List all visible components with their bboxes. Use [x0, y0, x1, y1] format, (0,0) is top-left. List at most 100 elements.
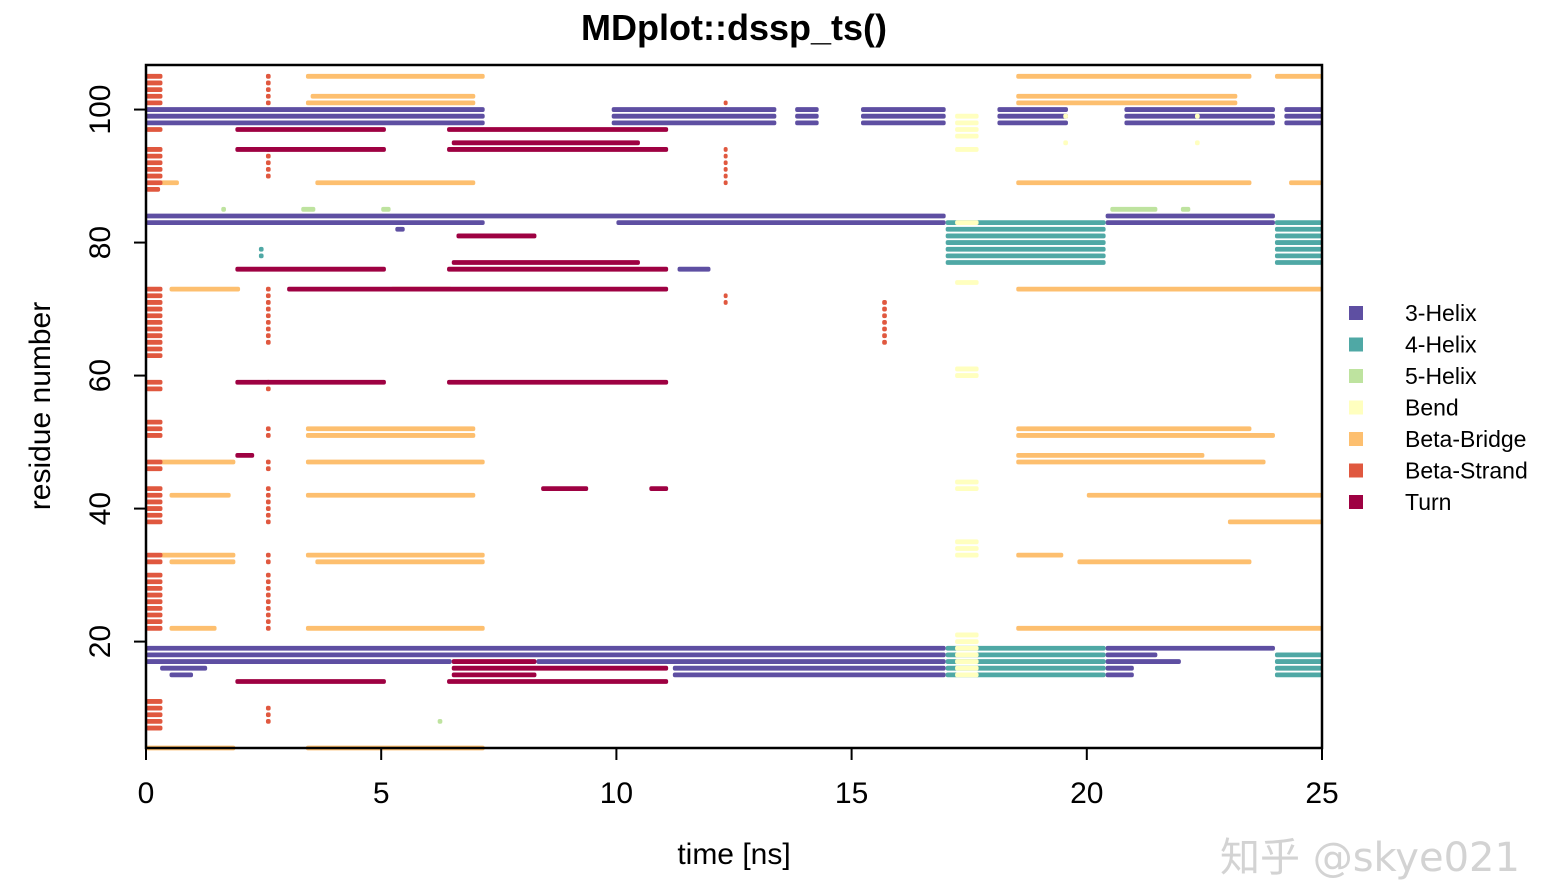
- segment-3-helix: [861, 107, 946, 112]
- segment-beta-strand: [265, 579, 271, 585]
- segment-5-helix: [381, 206, 391, 212]
- segment-beta-strand: [146, 313, 163, 319]
- segment-beta-strand: [265, 552, 271, 558]
- segment-beta-strand: [265, 160, 271, 166]
- segment-beta-strand: [146, 552, 163, 558]
- segment-beta-strand: [146, 705, 163, 711]
- legend-label: Turn: [1405, 489, 1451, 515]
- segment-beta-bridge: [160, 459, 236, 465]
- segment-4-helix: [945, 253, 1106, 259]
- segment-3-helix: [1105, 659, 1181, 664]
- segment-bend: [1194, 113, 1200, 119]
- y-tick-label: 20: [84, 625, 117, 658]
- segment-bend: [955, 546, 979, 551]
- segment-3-helix: [611, 107, 777, 112]
- segment-beta-strand: [146, 619, 163, 625]
- segment-beta-strand: [146, 379, 163, 385]
- segment-beta-strand: [146, 426, 163, 432]
- segment-bend: [955, 133, 979, 139]
- segment-beta-strand: [723, 180, 728, 186]
- segment-beta-bridge: [160, 180, 179, 186]
- y-axis: 20 40 60 80 100: [84, 85, 147, 658]
- segment-turn: [447, 147, 669, 152]
- segment-beta-bridge: [1077, 559, 1252, 565]
- segment-beta-strand: [265, 466, 271, 472]
- watermark: 知乎 @skye021: [1220, 835, 1520, 881]
- segment-beta-strand: [265, 718, 271, 724]
- segment-beta-bridge: [1016, 73, 1252, 79]
- segment-3-helix: [672, 672, 946, 678]
- segment-beta-strand: [146, 419, 163, 425]
- segment-turn: [451, 659, 537, 664]
- segment-turn: [649, 486, 669, 492]
- segment-4-helix: [945, 645, 1106, 651]
- segment-beta-strand: [265, 499, 271, 505]
- segment-beta-strand: [146, 80, 163, 86]
- segment-beta-strand: [146, 300, 163, 305]
- segment-beta-strand: [723, 100, 728, 106]
- segment-5-helix: [1180, 206, 1191, 212]
- segment-beta-strand: [146, 559, 163, 565]
- segment-beta-strand: [146, 572, 163, 578]
- segment-3-helix: [611, 113, 777, 119]
- segment-beta-strand: [265, 73, 271, 79]
- legend-label: Beta-Strand: [1405, 458, 1528, 484]
- segment-beta-strand: [265, 605, 271, 611]
- segment-bend: [955, 120, 979, 126]
- segment-beta-strand: [146, 319, 163, 325]
- segment-beta-bridge: [169, 286, 241, 292]
- segment-beta-strand: [723, 147, 728, 152]
- segment-beta-strand: [265, 153, 271, 159]
- segment-3-helix: [795, 107, 819, 112]
- segment-beta-strand: [265, 100, 271, 106]
- segment-turn: [447, 379, 669, 385]
- segment-beta-strand: [265, 572, 271, 578]
- segment-4-helix: [1274, 246, 1322, 252]
- segment-4-helix: [945, 665, 1106, 671]
- segment-bend: [1194, 140, 1200, 146]
- segment-4-helix: [945, 233, 1106, 239]
- y-axis-label: residue number: [24, 302, 57, 510]
- legend-label: 4-Helix: [1405, 332, 1477, 358]
- segment-4-helix: [1274, 240, 1322, 245]
- segment-beta-strand: [146, 579, 163, 585]
- segment-beta-strand: [265, 167, 271, 172]
- segment-beta-strand: [146, 712, 163, 718]
- segment-beta-strand: [265, 339, 271, 345]
- legend-label: Bend: [1405, 395, 1459, 421]
- segment-beta-bridge: [1016, 100, 1238, 106]
- segment-beta-strand: [265, 712, 271, 718]
- segment-beta-strand: [882, 300, 887, 305]
- segment-5-helix: [221, 206, 226, 212]
- segment-beta-bridge: [1016, 452, 1205, 458]
- x-tick-label: 10: [600, 777, 633, 810]
- segment-3-helix: [1105, 220, 1275, 226]
- segment-3-helix: [997, 120, 1068, 126]
- segment-beta-strand: [265, 93, 271, 99]
- segment-beta-strand: [882, 326, 887, 332]
- segment-beta-strand: [146, 585, 163, 591]
- segment-beta-strand: [882, 339, 887, 345]
- segment-beta-strand: [723, 153, 728, 159]
- legend-swatch: [1349, 337, 1363, 352]
- segment-3-helix: [146, 107, 485, 112]
- segment-bend: [955, 113, 979, 119]
- segment-turn: [447, 679, 669, 684]
- segment-3-helix: [616, 220, 946, 226]
- segment-3-helix: [1284, 107, 1322, 112]
- segment-bend: [955, 373, 979, 378]
- segment-3-helix: [611, 120, 777, 126]
- segment-beta-bridge: [315, 559, 485, 565]
- segment-beta-strand: [265, 705, 271, 711]
- segment-beta-strand: [146, 167, 163, 172]
- segment-beta-bridge: [1016, 180, 1252, 186]
- segment-3-helix: [395, 226, 405, 232]
- segment-beta-strand: [146, 306, 163, 312]
- segment-beta-strand: [146, 346, 163, 352]
- segment-beta-strand: [265, 333, 271, 339]
- legend-swatch: [1349, 495, 1363, 509]
- segment-3-helix: [146, 652, 946, 658]
- segment-4-helix: [1274, 672, 1322, 678]
- segment-3-helix: [861, 113, 946, 119]
